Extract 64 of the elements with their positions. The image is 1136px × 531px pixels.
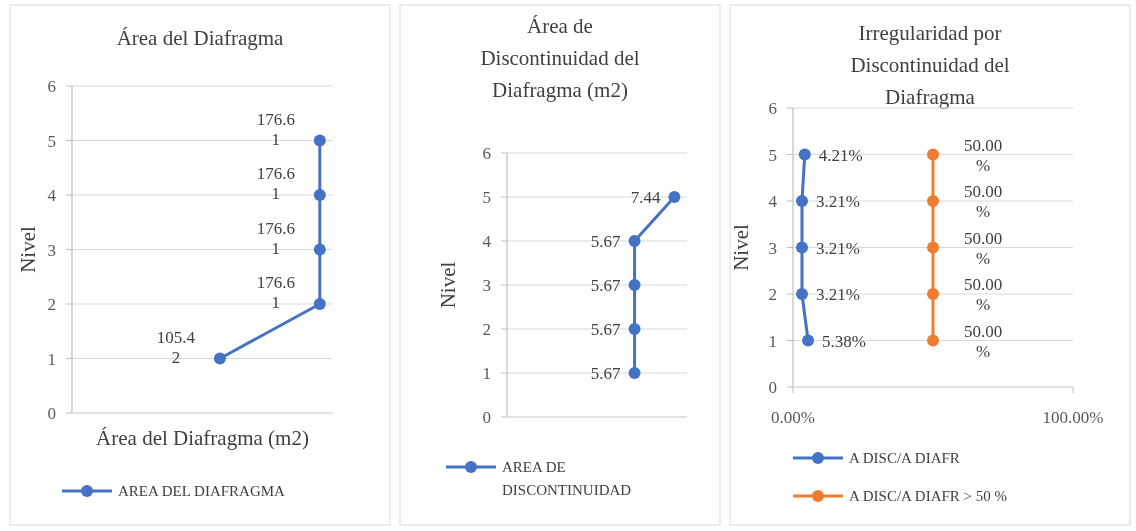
point [927, 148, 939, 161]
y-axis-title: Nivel [16, 226, 40, 273]
point [802, 334, 815, 347]
y-tick-label: 5 [482, 188, 491, 207]
y-tick-label: 6 [47, 77, 56, 96]
y-tick-label: 4 [768, 192, 778, 211]
data-label: 176.61 [256, 273, 295, 312]
y-axis-title: Nivel [729, 224, 753, 271]
legend-label: AREA DEL DIAFRAGMA [118, 483, 286, 499]
data-label: 105.42 [156, 327, 196, 367]
data-label: 5.67 [590, 364, 622, 383]
data-label: 3.21% [815, 285, 860, 304]
data-label: 5.67 [590, 320, 622, 339]
chart-title: Irregularidad por Discontinuidad del Diafragma [850, 21, 1010, 109]
y-tick-label: 6 [482, 144, 491, 163]
data-label: 176.61 [256, 109, 295, 149]
x-axis-title: Área del Diafragma (m2) [96, 426, 309, 450]
legend-label: AREA DE DISCONTINUIDAD [502, 459, 632, 498]
legend-label: A DISC/A DIAFR > 50 % [849, 488, 1008, 504]
data-label: 5.67 [590, 232, 622, 251]
y-tick-label: 3 [47, 240, 56, 260]
data-label: 176.61 [256, 218, 295, 258]
y-tick-label: 5 [768, 145, 777, 165]
chart-title: Área del Diafragma [116, 26, 285, 50]
x-tick-label: 100.00% [1042, 408, 1104, 427]
y-tick-label: 4 [482, 232, 492, 251]
point [795, 288, 808, 300]
point [798, 148, 811, 161]
point [927, 288, 939, 300]
y-tick-label: 2 [47, 295, 56, 314]
point [927, 334, 939, 347]
data-label: 50.00% [963, 228, 1003, 268]
x-tick-label: 0.00% [771, 408, 815, 427]
y-tick-label: 0 [768, 378, 777, 397]
y-tick-label: 3 [768, 238, 777, 258]
data-label: 3.21% [815, 238, 860, 258]
point [795, 195, 808, 207]
y-tick-label: 4 [47, 186, 57, 205]
y-tick-label: 1 [768, 331, 777, 351]
y-tick-label: 0 [47, 404, 56, 423]
data-label: 7.44 [630, 188, 661, 207]
point [927, 241, 939, 254]
legend-label: A DISC/A DIAFR [849, 450, 960, 466]
y-tick-label: 1 [482, 364, 491, 383]
point [795, 241, 808, 254]
y-tick-label: 6 [768, 99, 777, 118]
y-tick-label: 3 [482, 276, 491, 295]
y-tick-label: 5 [47, 131, 56, 151]
data-label: 4.21% [818, 145, 863, 165]
data-label: 3.21% [815, 192, 860, 211]
y-axis-title: Nivel [436, 261, 460, 309]
chart-title: Área de Discontinuidad del Diafragma (m2) [480, 14, 640, 102]
data-label: 50.00% [963, 321, 1003, 361]
y-tick-label: 0 [482, 408, 491, 427]
data-label: 176.61 [256, 164, 295, 203]
y-tick-label: 1 [47, 349, 56, 369]
data-label: 5.67 [590, 276, 622, 295]
data-label: 50.00% [963, 275, 1003, 314]
y-tick-label: 2 [482, 320, 491, 339]
data-label: 5.38% [822, 331, 866, 351]
data-label: 50.00% [963, 135, 1003, 175]
y-tick-label: 2 [768, 285, 777, 304]
data-label: 50.00% [963, 182, 1003, 221]
point [927, 195, 939, 207]
